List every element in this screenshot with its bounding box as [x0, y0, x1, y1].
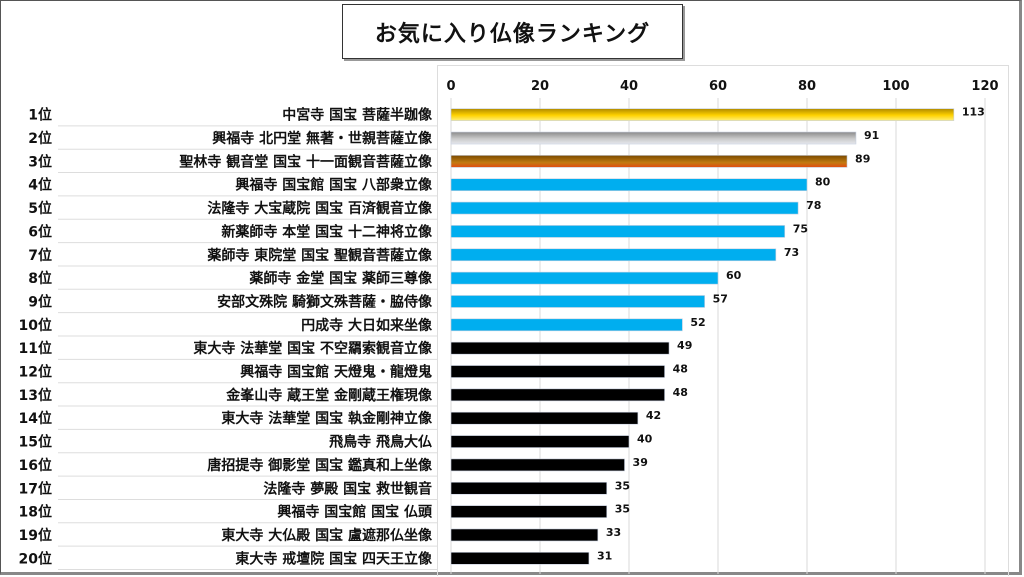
- rank-label: 7位: [28, 247, 52, 264]
- value-label: 35: [615, 503, 630, 516]
- bar-black: [450, 411, 639, 425]
- chart-title: お気に入り仏像ランキング: [374, 21, 651, 47]
- value-label: 39: [633, 456, 648, 469]
- value-label: 113: [962, 106, 985, 119]
- value-label: 48: [673, 386, 688, 399]
- value-label: 57: [713, 292, 728, 305]
- category-label: 唐招提寺 御影堂 国宝 鑑真和上坐像: [207, 457, 433, 474]
- value-label: 91: [864, 129, 879, 142]
- category-rows: 1位 中宮寺 国宝 菩薩半跏像 2位 興福寺 北円堂 無著・世親菩薩立像 3位 聖林寺 観…: [19, 107, 437, 570]
- category-label: 安部文殊院 騎獅文殊菩薩・脇侍像: [217, 293, 433, 310]
- value-label: 31: [597, 549, 612, 562]
- category-label: 東大寺 法華堂 国宝 執金剛神立像: [221, 410, 433, 427]
- x-tick-label: 120: [971, 79, 998, 94]
- category-label: 金峯山寺 蔵王堂 金剛蔵王権現像: [225, 387, 433, 404]
- bar-blue: [450, 318, 683, 332]
- category-label: 法隆寺 夢殿 国宝 救世観音: [263, 480, 432, 497]
- bar-blue: [450, 271, 719, 285]
- bars: [450, 108, 955, 565]
- bar-silver: [450, 131, 857, 145]
- rank-label: 17位: [19, 480, 52, 497]
- rank-label: 12位: [19, 364, 52, 381]
- bar-black: [450, 435, 630, 448]
- category-label: 興福寺 国宝館 国宝 仏頭: [277, 504, 433, 521]
- bar-black: [450, 365, 665, 378]
- category-label: 東大寺 戒壇院 国宝 四天王立像: [235, 550, 433, 567]
- bar-blue: [450, 225, 786, 238]
- value-label: 52: [690, 316, 705, 329]
- bar-blue: [450, 295, 705, 308]
- rank-label: 1位: [28, 107, 52, 124]
- rank-label: 5位: [28, 200, 52, 217]
- x-tick-label: 40: [620, 79, 638, 94]
- bar-black: [450, 458, 625, 472]
- bar-black: [450, 528, 599, 542]
- category-label: 薬師寺 金堂 国宝 薬師三尊像: [249, 270, 433, 287]
- gridlines: [450, 98, 986, 574]
- value-label: 75: [793, 222, 808, 235]
- category-label: 法隆寺 大宝蔵院 国宝 百済観音立像: [207, 200, 433, 217]
- bar-black: [450, 505, 608, 518]
- rank-label: 16位: [19, 457, 52, 474]
- value-label: 89: [855, 152, 870, 165]
- value-label: 80: [815, 176, 831, 189]
- category-label: 東大寺 大仏殿 国宝 盧遮那仏坐像: [221, 527, 433, 544]
- plot-area-frame: [437, 65, 1009, 576]
- rank-label: 13位: [19, 387, 52, 404]
- x-axis-ticks: 0 20 40 60 80 100 120: [446, 79, 998, 94]
- category-label: 東大寺 法華堂 国宝 不空羂索観音立像: [193, 340, 433, 357]
- x-tick-label: 20: [531, 79, 549, 94]
- chart-title-box: お気に入り仏像ランキング: [342, 4, 683, 59]
- rank-label: 15位: [19, 434, 52, 451]
- value-label: 40: [637, 433, 653, 446]
- x-tick-label: 0: [446, 79, 455, 94]
- rank-label: 14位: [19, 410, 52, 427]
- x-tick-label: 100: [882, 79, 909, 94]
- category-label: 新薬師寺 本堂 国宝 十二神将立像: [221, 223, 433, 240]
- bar-blue: [450, 178, 808, 192]
- value-label: 42: [646, 409, 661, 422]
- rank-label: 6位: [28, 223, 52, 240]
- x-tick-label: 80: [798, 79, 816, 94]
- category-label: 円成寺 大日如来坐像: [301, 317, 433, 334]
- value-label: 49: [677, 339, 692, 352]
- category-label: 飛鳥寺 飛鳥大仏: [328, 434, 432, 451]
- bar-bronze: [450, 155, 848, 168]
- rank-label: 2位: [28, 130, 52, 147]
- rank-label: 20位: [19, 550, 52, 567]
- bar-black: [450, 388, 665, 402]
- rank-label: 11位: [19, 340, 52, 357]
- category-label: 興福寺 国宝館 天燈鬼・龍燈鬼: [240, 364, 432, 381]
- x-tick-label: 60: [709, 79, 727, 94]
- bar-gold: [450, 108, 955, 121]
- category-label: 聖林寺 観音堂 国宝 十一面観音菩薩立像: [179, 153, 433, 170]
- value-label: 60: [726, 269, 742, 282]
- category-label: 興福寺 国宝館 国宝 八部衆立像: [235, 177, 433, 194]
- rank-label: 19位: [19, 527, 52, 544]
- category-label: 興福寺 北円堂 無著・世親菩薩立像: [212, 130, 433, 147]
- rank-label: 9位: [28, 293, 52, 310]
- value-labels: 1139189807875736057524948484240393535333…: [597, 106, 985, 563]
- category-label: 薬師寺 東院堂 国宝 聖観音菩薩立像: [207, 247, 433, 264]
- value-label: 35: [615, 479, 630, 492]
- rank-label: 10位: [19, 317, 52, 334]
- rank-label: 8位: [28, 270, 52, 287]
- bar-black: [450, 552, 590, 565]
- value-label: 78: [806, 199, 821, 212]
- bar-blue: [450, 201, 799, 215]
- bar-black: [450, 481, 608, 495]
- value-label: 73: [784, 246, 799, 259]
- category-label: 中宮寺 国宝 菩薩半跏像: [282, 107, 433, 124]
- rank-label: 18位: [19, 504, 52, 521]
- value-label: 48: [673, 363, 688, 376]
- rank-label: 4位: [28, 177, 52, 194]
- value-label: 33: [606, 526, 621, 539]
- bar-black: [450, 341, 670, 355]
- bar-blue: [450, 248, 777, 262]
- rank-label: 3位: [28, 153, 52, 170]
